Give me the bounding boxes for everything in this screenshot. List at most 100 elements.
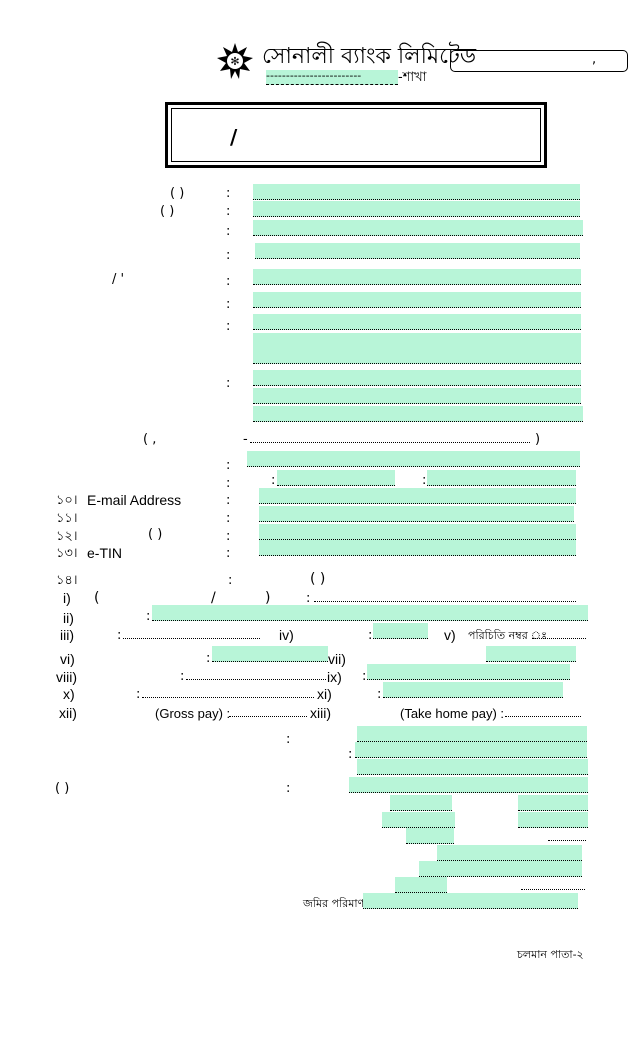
row9b-input1[interactable] — [277, 470, 395, 486]
item-viii: viii) — [56, 669, 77, 685]
row10-colon: : — [226, 493, 231, 508]
row9-input[interactable] — [247, 451, 580, 467]
row1-input[interactable] — [253, 184, 580, 200]
item-iv-colon: : — [368, 628, 373, 643]
take-home-input[interactable] — [505, 704, 581, 717]
item-xi: xi) — [317, 686, 332, 702]
branch-label: -শাখা — [398, 70, 427, 85]
item-ii-colon: : — [146, 609, 151, 624]
row9b-input2[interactable] — [427, 470, 576, 486]
row13-colon: : — [226, 546, 231, 561]
date-field[interactable]: , — [450, 50, 628, 72]
item-ii: ii) — [63, 610, 74, 626]
row2-input[interactable] — [253, 201, 580, 217]
row5-input[interactable] — [253, 269, 581, 285]
row3-input[interactable] — [253, 220, 583, 236]
form-title-slash: / — [230, 125, 238, 149]
row13-number: ১৩। — [56, 546, 78, 561]
land-amount-input[interactable] — [363, 893, 578, 909]
item-iii-colon: : — [117, 628, 122, 643]
address-paren-open: ( , — [143, 432, 157, 447]
row11-input[interactable] — [259, 506, 574, 522]
item-vi-colon: : — [206, 651, 211, 666]
item-i-slash: / — [211, 590, 216, 606]
lower-colon-1: : — [286, 732, 291, 747]
address-paren-close: ) — [535, 432, 541, 447]
row9-colon: : — [226, 458, 231, 473]
row7-colon: : — [226, 319, 231, 334]
item-x: x) — [63, 686, 75, 702]
row12-colon: : — [226, 529, 231, 544]
row8-input-line3[interactable] — [253, 406, 583, 422]
lower-paren: ( ) — [55, 781, 70, 796]
lower-input-1[interactable] — [357, 726, 587, 742]
row7-input-line1[interactable] — [253, 314, 581, 330]
row8-input-line1[interactable] — [253, 370, 581, 386]
row9b-colon3: : — [422, 473, 427, 488]
item-ix-input[interactable] — [367, 664, 570, 680]
lower-input-10a[interactable] — [395, 877, 447, 893]
take-home-label: (Take home pay) : — [400, 706, 505, 721]
gross-pay-input[interactable] — [229, 704, 307, 717]
lower-input-8[interactable] — [437, 845, 582, 861]
lower-input-5a[interactable] — [390, 795, 452, 811]
item-v-label: পরিচিতি নম্বর ঃ — [468, 629, 547, 642]
row5-colon: : — [226, 274, 231, 289]
row9b-colon: : — [226, 476, 231, 491]
lower-input-4[interactable] — [349, 777, 588, 793]
date-separator: , — [592, 52, 597, 67]
etin-input[interactable] — [259, 540, 576, 556]
item-iii-input[interactable] — [123, 626, 260, 639]
item-v-input[interactable] — [532, 626, 586, 639]
item-iv-input[interactable] — [373, 623, 428, 639]
lower-input-10b[interactable] — [521, 877, 585, 890]
row4-input[interactable] — [255, 243, 580, 259]
row14-number: ১৪। — [56, 573, 78, 588]
item-ii-input[interactable] — [152, 605, 588, 621]
lower-input-5b[interactable] — [518, 795, 588, 811]
row12-paren: ( ) — [148, 527, 163, 542]
row11-colon: : — [226, 511, 231, 526]
email-input[interactable] — [259, 488, 576, 504]
lower-input-2[interactable] — [355, 742, 587, 758]
row6-input[interactable] — [253, 292, 581, 308]
row7-input-line2[interactable] — [253, 333, 581, 349]
row7-input-line3[interactable] — [253, 348, 581, 364]
item-v: v) — [444, 627, 456, 643]
lower-input-6a[interactable] — [382, 812, 455, 828]
address-line[interactable] — [250, 430, 530, 443]
land-amount-label: জমির পরিমাণ: — [303, 897, 368, 910]
item-i: i) — [63, 590, 71, 606]
item-vii-input[interactable] — [486, 646, 576, 662]
lower-input-9[interactable] — [419, 861, 582, 877]
lower-input-7b[interactable] — [548, 828, 586, 841]
row8-colon: : — [226, 376, 231, 391]
row12-number: ১২। — [56, 529, 78, 544]
continued-page-label: চলমান পাতা-২ — [517, 948, 584, 961]
item-xi-colon: : — [377, 687, 382, 702]
lower-colon-4: : — [286, 781, 291, 796]
address-dash: - — [243, 432, 248, 447]
item-x-input[interactable] — [142, 685, 314, 698]
branch-name-field[interactable]: ------------------------ — [266, 70, 398, 85]
lower-input-3[interactable] — [357, 759, 588, 775]
lower-input-7a[interactable] — [406, 828, 454, 844]
item-vi-input[interactable] — [212, 646, 328, 662]
row8-input-line2[interactable] — [253, 388, 581, 404]
item-xiii: xiii) — [310, 705, 331, 721]
item-xii: xii) — [59, 705, 77, 721]
svg-text:✻: ✻ — [230, 55, 239, 68]
item-i-open: ( — [94, 590, 100, 606]
item-vii: vii) — [328, 651, 346, 667]
item-vi: vi) — [60, 651, 75, 667]
row3-colon: : — [226, 224, 231, 239]
item-xi-input[interactable] — [383, 682, 563, 698]
item-viii-input[interactable] — [186, 667, 326, 680]
item-ix: ix) — [327, 669, 342, 685]
item-i-input[interactable] — [314, 589, 576, 602]
row11-number: ১১। — [56, 511, 78, 526]
lower-input-6b[interactable] — [518, 812, 588, 828]
row12-input[interactable] — [259, 524, 576, 540]
row9b-colon2: : — [271, 473, 276, 488]
row2-colon: : — [226, 204, 231, 219]
